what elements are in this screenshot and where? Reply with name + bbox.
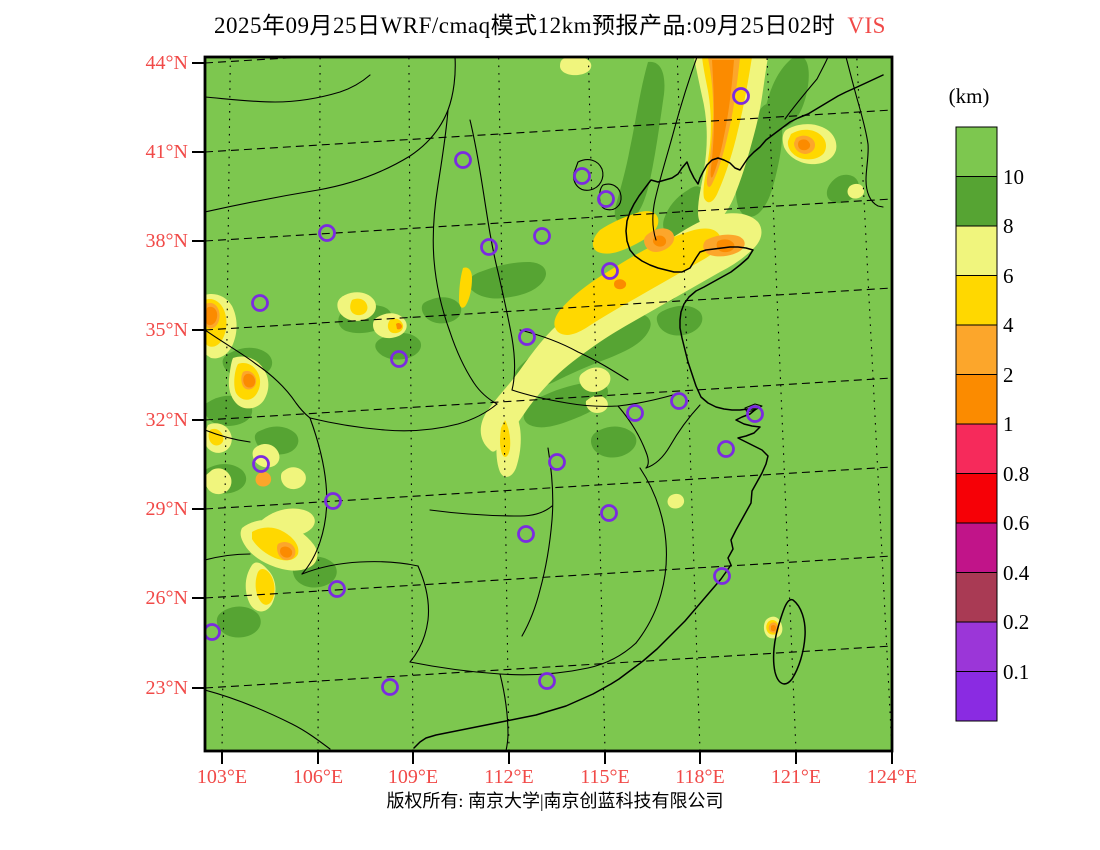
lon-gridline bbox=[408, 57, 414, 751]
city-marker bbox=[548, 453, 566, 471]
lon-gridline bbox=[587, 57, 606, 751]
colorbar-cell bbox=[955, 225, 998, 276]
title-text: 2025年09月25日WRF/cmaq模式12km预报产品:09月25日02时 bbox=[214, 13, 836, 38]
lat-label: 32°N bbox=[145, 409, 188, 431]
lon-gridline bbox=[498, 57, 510, 751]
colorbar-cell bbox=[955, 621, 998, 672]
city-marker bbox=[597, 190, 615, 208]
city-marker bbox=[713, 567, 731, 585]
city-marker bbox=[518, 328, 536, 346]
city-marker bbox=[538, 672, 556, 690]
colorbar-tick-label: 2 bbox=[1003, 362, 1014, 387]
lon-gridline bbox=[317, 57, 321, 751]
city-markers bbox=[205, 87, 764, 696]
map-frame bbox=[203, 55, 894, 753]
lon-label: 106°E bbox=[292, 766, 344, 788]
colorbar-tick-label: 8 bbox=[1003, 214, 1014, 238]
city-marker bbox=[318, 224, 336, 242]
lat-gridline bbox=[205, 198, 892, 242]
city-marker bbox=[573, 167, 591, 185]
graticule-grid bbox=[205, 57, 892, 751]
colorbar-cell bbox=[955, 473, 998, 524]
coastline bbox=[413, 74, 884, 749]
page-title: 2025年09月25日WRF/cmaq模式12km预报产品:09月25日02时 V… bbox=[0, 6, 1100, 40]
colorbar-cell bbox=[955, 324, 998, 375]
lat-gridline bbox=[205, 466, 892, 510]
lat-label: 41°N bbox=[145, 141, 188, 163]
lat-gridline bbox=[205, 377, 892, 421]
city-marker bbox=[670, 392, 688, 410]
lat-label: 44°N bbox=[145, 52, 188, 74]
colorbar-tick-label: 0.2 bbox=[1003, 610, 1030, 634]
city-marker bbox=[626, 404, 644, 422]
lat-label: 26°N bbox=[145, 587, 188, 609]
lon-label: 121°E bbox=[770, 766, 822, 788]
visibility-1-2km-patches bbox=[205, 60, 811, 632]
lon-gridline bbox=[221, 57, 231, 751]
city-marker bbox=[324, 492, 342, 510]
colorbar-cell bbox=[955, 572, 998, 623]
lat-label: 38°N bbox=[145, 230, 188, 252]
lon-gridline bbox=[676, 57, 701, 751]
city-marker bbox=[517, 525, 535, 543]
colorbar bbox=[955, 126, 998, 722]
province-boundaries bbox=[205, 57, 884, 751]
lon-label: 103°E bbox=[196, 766, 248, 788]
colorbar-unit-label: (km) bbox=[948, 84, 990, 108]
lon-gridline bbox=[766, 57, 797, 751]
colorbar-tick-label: 10 bbox=[1003, 164, 1024, 189]
copyright-text: 版权所有: 南京大学|南京创蓝科技有限公司 bbox=[386, 791, 724, 811]
lat-label: 35°N bbox=[145, 319, 188, 341]
city-marker bbox=[601, 262, 619, 280]
lat-gridline bbox=[205, 645, 892, 689]
taiwan-island bbox=[772, 598, 806, 685]
city-marker bbox=[732, 87, 750, 105]
city-marker bbox=[328, 580, 346, 598]
city-marker bbox=[252, 455, 270, 473]
city-marker bbox=[533, 227, 551, 245]
colorbar-tick-label: 0.4 bbox=[1003, 560, 1030, 585]
colorbar-tick-label: 0.6 bbox=[1003, 511, 1030, 535]
colorbar-cell bbox=[955, 423, 998, 474]
colorbar-tick-label: 0.8 bbox=[1003, 461, 1030, 486]
colorbar-tick-label: 4 bbox=[1003, 313, 1014, 337]
city-marker bbox=[717, 440, 735, 458]
colorbar-cell bbox=[955, 126, 998, 177]
lat-label: 23°N bbox=[145, 677, 188, 699]
colorbar-tick-label: 6 bbox=[1003, 263, 1014, 288]
colorbar-tick-label: 0.1 bbox=[1003, 659, 1030, 684]
colorbar-cell bbox=[955, 522, 998, 573]
lat-gridline bbox=[205, 109, 892, 153]
lon-label: 118°E bbox=[675, 766, 725, 788]
colorbar-cell bbox=[955, 374, 998, 425]
city-marker bbox=[205, 623, 221, 641]
lon-label: 109°E bbox=[387, 766, 439, 788]
axis-ticks bbox=[192, 62, 893, 764]
colorbar-cell bbox=[955, 176, 998, 227]
city-marker bbox=[480, 238, 498, 256]
lon-label: 115°E bbox=[580, 766, 630, 788]
city-marker bbox=[600, 504, 618, 522]
city-marker bbox=[390, 350, 408, 368]
city-marker bbox=[251, 294, 269, 312]
city-marker bbox=[746, 405, 764, 423]
colorbar-tick-label: 1 bbox=[1003, 412, 1014, 436]
lon-gridline bbox=[856, 57, 892, 751]
lat-label: 29°N bbox=[145, 498, 188, 520]
city-marker bbox=[381, 678, 399, 696]
city-marker bbox=[454, 151, 472, 169]
lat-gridline bbox=[205, 555, 892, 599]
title-variable-label: VIS bbox=[847, 13, 886, 38]
colorbar-cell bbox=[955, 671, 998, 722]
colorbar-cell bbox=[955, 275, 998, 326]
lon-label: 112°E bbox=[484, 766, 534, 788]
lon-label: 124°E bbox=[866, 766, 918, 788]
